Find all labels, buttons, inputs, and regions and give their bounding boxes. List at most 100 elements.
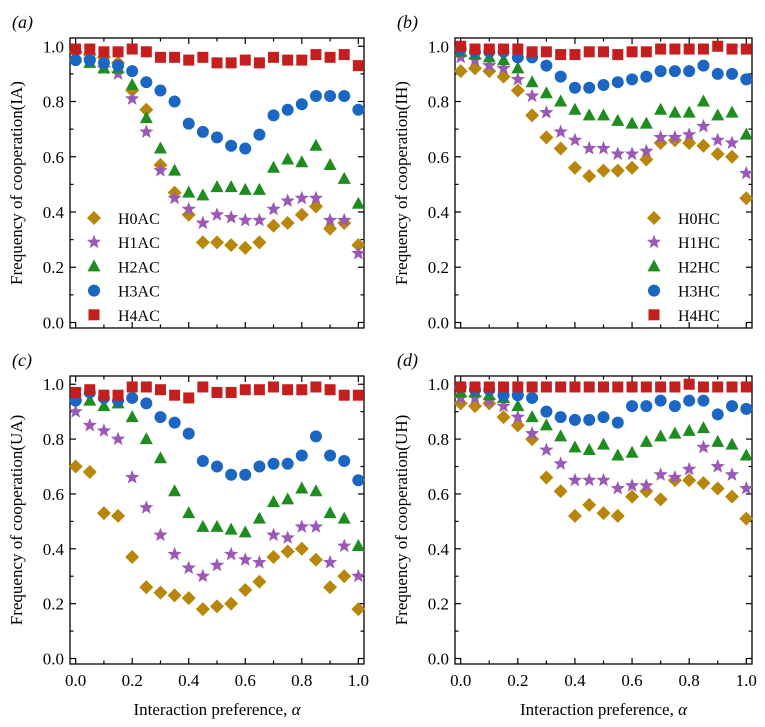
data-point-H3AC [281, 103, 294, 116]
data-point-H4HC [583, 381, 595, 393]
legend-marker-H4HC [648, 309, 660, 321]
data-point-H2HC [696, 94, 710, 107]
legend-marker-H1HC [646, 234, 662, 249]
data-point-H1AC [139, 500, 154, 514]
data-point-H3AC [352, 103, 365, 116]
data-point-H1AC [110, 431, 126, 446]
data-point-H4HC [555, 381, 567, 393]
series-H4HC [455, 40, 752, 61]
data-point-H1HC [710, 459, 725, 473]
y-tick-label: 0.2 [43, 258, 64, 277]
data-point-H3AC [239, 142, 252, 155]
data-point-H0AC [96, 506, 111, 521]
panel-label: (b) [397, 12, 418, 33]
data-point-H0HC [596, 163, 611, 178]
data-point-H0HC [725, 149, 740, 164]
data-point-H2AC [337, 171, 351, 184]
data-point-H4AC [112, 46, 124, 58]
data-point-H3HC [568, 81, 581, 94]
series-H1AC [68, 404, 366, 583]
data-point-H0HC [725, 489, 740, 504]
data-point-H4AC [98, 46, 110, 58]
legend-label: H2AC [118, 259, 160, 276]
data-point-H4AC [338, 389, 350, 401]
panel-label: (d) [397, 350, 418, 371]
data-point-H1HC [724, 467, 740, 481]
data-point-H1HC [539, 105, 554, 119]
data-point-H2AC [168, 163, 182, 176]
y-axis-label: Frequency of cooperation(UA) [7, 415, 26, 626]
data-point-H4AC [98, 389, 110, 401]
data-point-H3AC [154, 411, 167, 424]
data-point-H3AC [97, 56, 110, 69]
data-point-H4HC [469, 381, 481, 393]
data-point-H0AC [153, 585, 168, 600]
data-point-H1AC [195, 215, 210, 230]
data-point-H4HC [640, 381, 652, 393]
data-point-H4HC [697, 43, 709, 55]
data-point-H0HC [453, 396, 468, 411]
data-point-H0HC [739, 191, 754, 206]
data-point-H3AC [267, 109, 280, 122]
data-point-H1AC [351, 245, 366, 260]
data-point-H2HC [525, 75, 539, 88]
data-point-H0AC [280, 544, 295, 559]
data-point-H4AC [352, 60, 364, 72]
data-point-H3AC [352, 474, 365, 487]
data-point-H1HC [724, 135, 740, 150]
data-point-H3HC [554, 411, 567, 424]
data-point-H2HC [568, 102, 582, 115]
data-point-H4HC [712, 381, 724, 393]
data-point-H2AC [267, 495, 281, 508]
panel-b: 0.0 0.2 0.4 0.6 0.8 1.0 (b) Frequency of cooper… [392, 12, 754, 332]
y-tick-label: 0.0 [428, 313, 449, 332]
data-point-H4HC [483, 43, 495, 55]
data-point-H1HC [639, 143, 654, 158]
data-point-H0AC [111, 508, 126, 523]
data-point-H2AC [153, 141, 167, 154]
data-point-H4AC [211, 386, 223, 398]
data-point-H1AC [125, 91, 140, 105]
data-point-H4HC [526, 46, 538, 58]
x-tick-label: 0.2 [507, 671, 528, 690]
data-point-H2AC [351, 196, 365, 209]
data-point-H3AC [239, 468, 252, 481]
data-point-H1HC [582, 472, 597, 487]
data-point-H2HC [539, 418, 553, 431]
data-point-H0HC [539, 470, 554, 485]
data-point-H2HC [611, 113, 625, 126]
data-point-H3HC [568, 413, 581, 426]
data-point-H4AC [169, 51, 181, 63]
data-point-H1AC [238, 552, 253, 566]
data-point-H0AC [252, 235, 267, 250]
series-H0AC [68, 459, 366, 617]
data-point-H4AC [154, 384, 166, 396]
data-point-H0HC [453, 64, 468, 79]
legend-label: H3HC [678, 284, 720, 301]
y-tick-label: 0.4 [428, 540, 450, 559]
data-point-H3HC [526, 391, 539, 404]
data-point-H2AC [97, 399, 111, 412]
data-point-H1AC [294, 519, 309, 533]
data-point-H0AC [238, 582, 253, 597]
data-point-H1HC [496, 60, 511, 75]
data-point-H0HC [553, 484, 568, 499]
data-point-H0HC [525, 108, 540, 123]
y-tick-label: 0.4 [43, 540, 65, 559]
data-point-H4AC [239, 54, 251, 66]
legend-marker-H3AC [88, 284, 100, 297]
data-point-H3HC [583, 81, 596, 94]
data-point-H2HC [668, 426, 682, 439]
data-point-H2HC [511, 399, 525, 412]
data-point-H0AC [308, 199, 323, 214]
series-H0HC [453, 61, 754, 206]
data-point-H1AC [337, 538, 352, 553]
data-point-H4HC [669, 381, 681, 393]
data-point-H0HC [739, 511, 754, 526]
data-point-H2AC [309, 484, 323, 497]
data-point-H1AC [125, 469, 140, 484]
y-tick-label: 0.4 [43, 203, 65, 222]
data-point-H4HC [726, 43, 738, 55]
y-tick-label: 0.4 [428, 203, 450, 222]
data-point-H2HC [597, 437, 610, 450]
